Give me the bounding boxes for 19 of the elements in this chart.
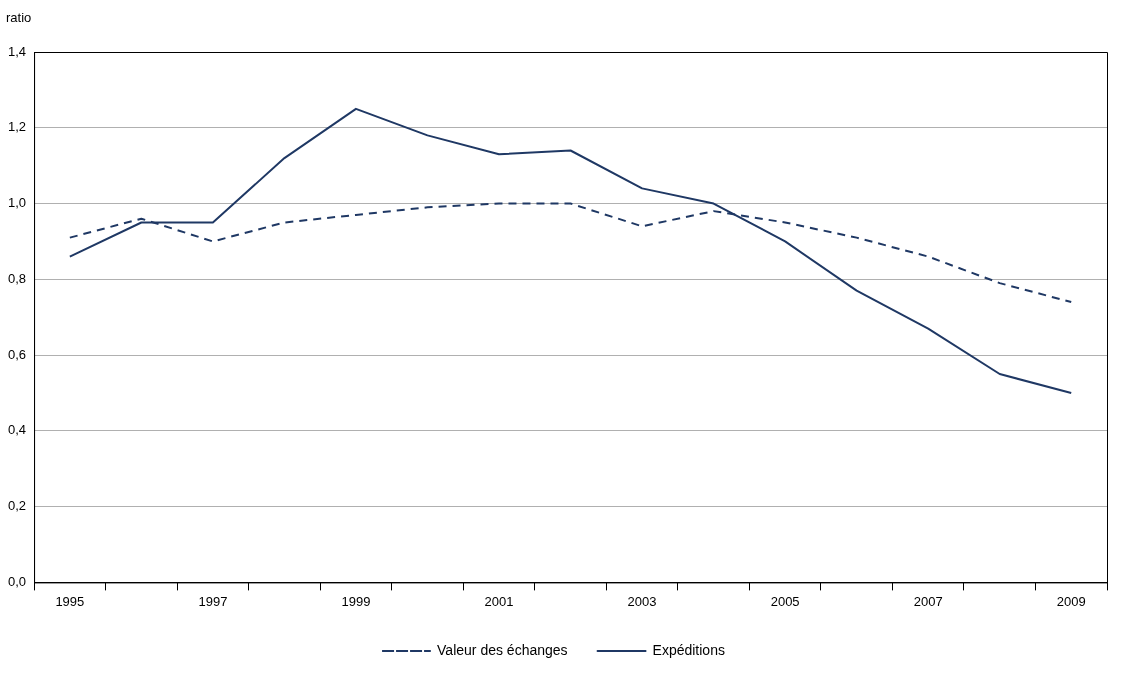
x-tick-label: 1995 (55, 593, 85, 609)
x-tick-label: 2007 (913, 593, 943, 609)
legend-label: Expéditions (652, 641, 725, 658)
y-tick-label: 0,0 (7, 573, 27, 589)
y-tick-label: 0,2 (7, 498, 27, 514)
y-tick-label: 1,0 (7, 195, 27, 211)
y-tick-label: 0,6 (7, 346, 27, 362)
y-tick-label: 1,4 (7, 43, 27, 59)
y-axis-title: ratio (6, 10, 32, 26)
y-tick-label: 1,2 (7, 119, 27, 135)
x-tick-label: 2005 (770, 593, 800, 609)
x-tick-label: 2009 (1056, 593, 1086, 609)
x-tick-label: 2003 (627, 593, 657, 609)
y-tick-label: 0,8 (7, 270, 27, 286)
x-tick-label: 1997 (198, 593, 228, 609)
x-tick-label: 2001 (484, 593, 514, 609)
legend-label: Valeur des échanges (437, 641, 568, 658)
x-tick-label: 1999 (341, 593, 371, 609)
y-tick-label: 0,4 (7, 422, 27, 438)
